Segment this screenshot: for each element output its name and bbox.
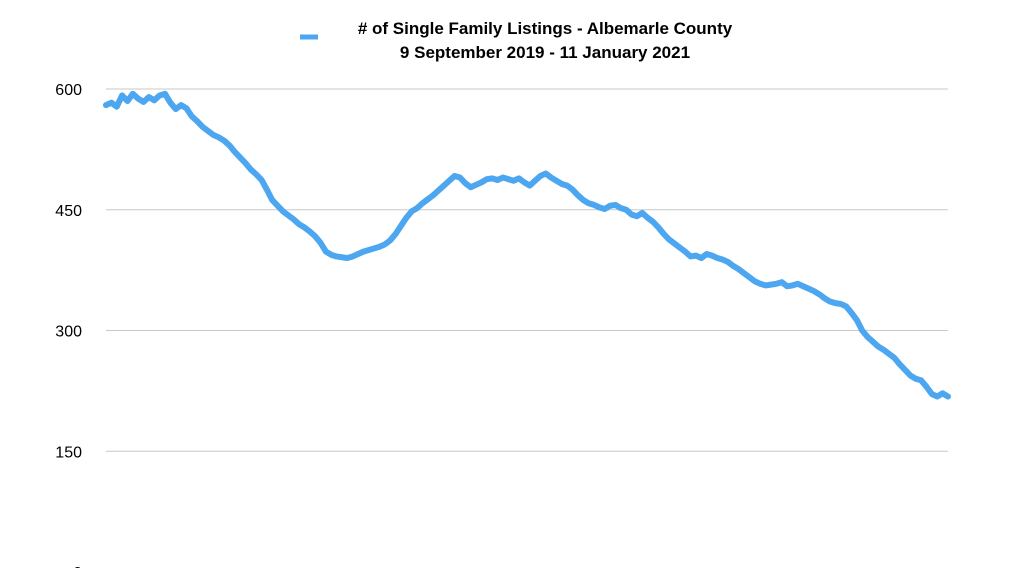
- chart-title: # of Single Family Listings - Albemarle …: [358, 19, 733, 38]
- y-axis-tick-labels: 600 450 300 150 0: [55, 82, 82, 568]
- gridlines: [106, 88, 948, 452]
- chart-header: # of Single Family Listings - Albemarle …: [300, 19, 733, 62]
- series-lines: [103, 90, 951, 400]
- y-tick-label: 150: [55, 444, 82, 461]
- chart-subtitle: 9 September 2019 - 11 January 2021: [400, 43, 690, 62]
- y-tick-label: 0: [73, 565, 82, 568]
- y-tick-label: 450: [55, 203, 82, 220]
- series-line: [103, 90, 951, 400]
- y-tick-label: 600: [55, 82, 82, 99]
- y-tick-label: 300: [55, 324, 82, 341]
